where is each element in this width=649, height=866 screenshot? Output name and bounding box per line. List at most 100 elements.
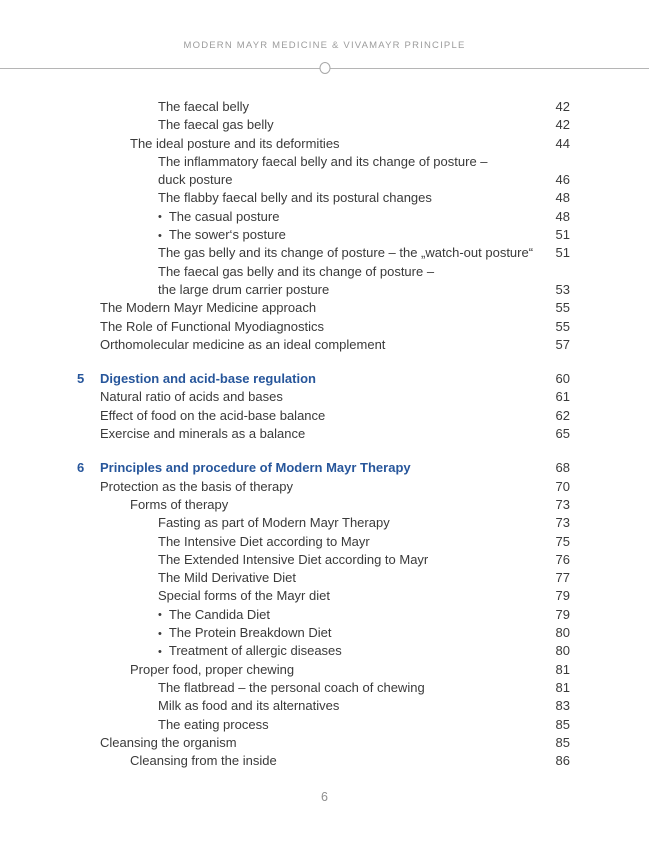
- toc-entry-title: Cleansing from the inside: [130, 753, 277, 769]
- toc-entry-title: Forms of therapy: [130, 496, 229, 512]
- toc-entry-row: The Intensive Diet according to Mayr 75: [77, 533, 570, 551]
- toc-entry-row: The flabby faecal belly and its postural…: [77, 189, 570, 207]
- toc-entry-row: • The sower‘s posture 51: [77, 226, 570, 244]
- toc-entry-page-number: 81: [555, 661, 570, 677]
- toc-entry-page-number: 85: [555, 734, 570, 750]
- toc-entry-page-number: 68: [555, 460, 570, 476]
- toc-entry-row: Cleansing from the inside 86: [77, 752, 570, 770]
- toc-entry-row: Exercise and minerals as a balance 65: [77, 425, 570, 443]
- toc-entry-row: The Extended Intensive Diet according to…: [77, 551, 570, 569]
- toc-entry-title: The flabby faecal belly and its postural…: [158, 190, 432, 206]
- toc-entry-page-number: 51: [555, 245, 570, 261]
- toc-entry-page-number: 44: [555, 135, 570, 151]
- toc-entry-title: The inflammatory faecal belly and its ch…: [158, 153, 488, 169]
- toc-entry-title: Protection as the basis of therapy: [100, 478, 293, 494]
- toc-entry-label: The Protein Breakdown Diet: [168, 625, 332, 641]
- toc-entry-title: • The sower‘s posture: [158, 226, 286, 245]
- toc-entry-title: The flatbread – the personal coach of ch…: [158, 679, 425, 695]
- toc-entry-page-number: 79: [555, 606, 570, 622]
- toc-entry-page-number: 77: [555, 570, 570, 586]
- bullet-icon: •: [158, 627, 162, 640]
- toc-chapter-row: 5 Digestion and acid-base regulation 60: [77, 370, 570, 388]
- toc-entry-row: The Modern Mayr Medicine approach 55: [77, 299, 570, 317]
- bullet-icon: •: [158, 645, 162, 658]
- toc-entry-page-number: 55: [555, 300, 570, 316]
- toc-entry-page-number: 42: [555, 99, 570, 114]
- toc-chapter-number: 5: [77, 371, 85, 387]
- toc-entry-page-number: 48: [555, 190, 570, 206]
- toc-entry-page-number: 46: [555, 172, 570, 188]
- toc-entry-page-number: 48: [555, 208, 570, 224]
- toc-entry-row: the large drum carrier posture 53: [77, 281, 570, 299]
- toc-entry-row: The faecal gas belly 42: [77, 116, 570, 134]
- toc-entry-title: duck posture: [158, 172, 233, 188]
- toc-entry-page-number: 42: [555, 117, 570, 133]
- toc-entry-page-number: 86: [555, 753, 570, 769]
- toc-entry-title: The faecal belly: [158, 99, 250, 114]
- toc-entry-title: Special forms of the Mayr diet: [158, 588, 330, 604]
- toc-entry-page-number: 53: [555, 281, 570, 297]
- bullet-icon: •: [158, 211, 162, 224]
- toc-entry-title: The Role of Functional Myodiagnostics: [100, 318, 325, 334]
- toc-entry-title: The Intensive Diet according to Mayr: [158, 533, 370, 549]
- toc-entry-page-number: 51: [555, 227, 570, 243]
- toc-entry-title: The Modern Mayr Medicine approach: [100, 300, 317, 316]
- toc-entry-label: The Candida Diet: [168, 606, 271, 622]
- toc-entry-row: Forms of therapy 73: [77, 496, 570, 514]
- toc-entry-page-number: 73: [555, 515, 570, 531]
- toc-entry-title: The eating process: [158, 716, 269, 732]
- toc-entry-title: the large drum carrier posture: [158, 281, 330, 297]
- toc-entry-title: Effect of food on the acid-base balance: [100, 407, 326, 423]
- toc-entry-label: The casual posture: [168, 208, 280, 224]
- circle-ornament-icon: [319, 62, 330, 74]
- bullet-icon: •: [158, 229, 162, 242]
- toc-entry-row: Protection as the basis of therapy 70: [77, 478, 570, 496]
- toc-entry-title: Natural ratio of acids and bases: [100, 389, 283, 405]
- toc-entry-title: The Extended Intensive Diet according to…: [158, 551, 429, 567]
- toc-entry-row: The Role of Functional Myodiagnostics 55: [77, 318, 570, 336]
- toc-entry-row: Milk as food and its alternatives 83: [77, 697, 570, 715]
- toc-entry-title: Orthomolecular medicine as an ideal comp…: [100, 336, 386, 352]
- toc-entry-label: Treatment of allergic diseases: [168, 643, 342, 659]
- toc-entry-row: Proper food, proper chewing 81: [77, 661, 570, 679]
- toc-entry-page-number: 83: [555, 698, 570, 714]
- toc-entry-row: Special forms of the Mayr diet 79: [77, 587, 570, 605]
- toc-entry-title: • The Protein Breakdown Diet: [158, 624, 331, 643]
- toc-entry-row: The inflammatory faecal belly and its ch…: [77, 153, 570, 171]
- toc-entry-title: Milk as food and its alternatives: [158, 698, 340, 714]
- toc-entry-page-number: 81: [555, 679, 570, 695]
- toc-entry-title: • The Candida Diet: [158, 606, 270, 625]
- toc-entry-page-number: 61: [555, 389, 570, 405]
- toc-entry-title: Cleansing the organism: [100, 734, 237, 750]
- toc-entry-row: The gas belly and its change of posture …: [77, 244, 570, 262]
- toc-entry-title: Principles and procedure of Modern Mayr …: [100, 460, 411, 476]
- toc-entry-page-number: 55: [555, 318, 570, 334]
- toc-entry-page-number: 62: [555, 407, 570, 423]
- toc-entry-title: • Treatment of allergic diseases: [158, 642, 342, 661]
- toc-entry-title: The faecal gas belly: [158, 117, 274, 133]
- toc-entry-page-number: 80: [555, 625, 570, 641]
- footer-page-number: 6: [321, 790, 328, 804]
- toc-entry-title: The faecal gas belly and its change of p…: [158, 263, 435, 279]
- toc-entry-page-number: 65: [555, 426, 570, 442]
- toc-chapter-row: 6 Principles and procedure of Modern Mayr…: [77, 459, 570, 477]
- toc-entry-page-number: 79: [555, 588, 570, 604]
- toc-entry-row: The faecal belly 42: [77, 98, 570, 116]
- toc-section-gap: [77, 443, 570, 459]
- toc-entry-row: duck posture 46: [77, 171, 570, 189]
- toc-entry-title: The gas belly and its change of posture …: [158, 245, 534, 261]
- toc-entry-title: Proper food, proper chewing: [130, 661, 295, 677]
- table-of-contents: The faecal belly 42 The faecal gas belly 42…: [77, 98, 570, 770]
- bullet-icon: •: [158, 609, 162, 622]
- toc-entry-page-number: 57: [555, 336, 570, 352]
- toc-section-gap: [77, 354, 570, 370]
- toc-entry-page-number: 85: [555, 716, 570, 732]
- toc-entry-page-number: 60: [555, 371, 570, 387]
- running-header-title: MODERN MAYR MEDICINE & VIVAMAYR PRINCIPL…: [183, 40, 466, 51]
- toc-entry-page-number: 80: [555, 643, 570, 659]
- toc-entry-row: • Treatment of allergic diseases 80: [77, 642, 570, 660]
- toc-entry-row: The Mild Derivative Diet 77: [77, 569, 570, 587]
- toc-entry-row: The ideal posture and its deformities 44: [77, 135, 570, 153]
- toc-entry-title: The ideal posture and its deformities: [130, 135, 340, 151]
